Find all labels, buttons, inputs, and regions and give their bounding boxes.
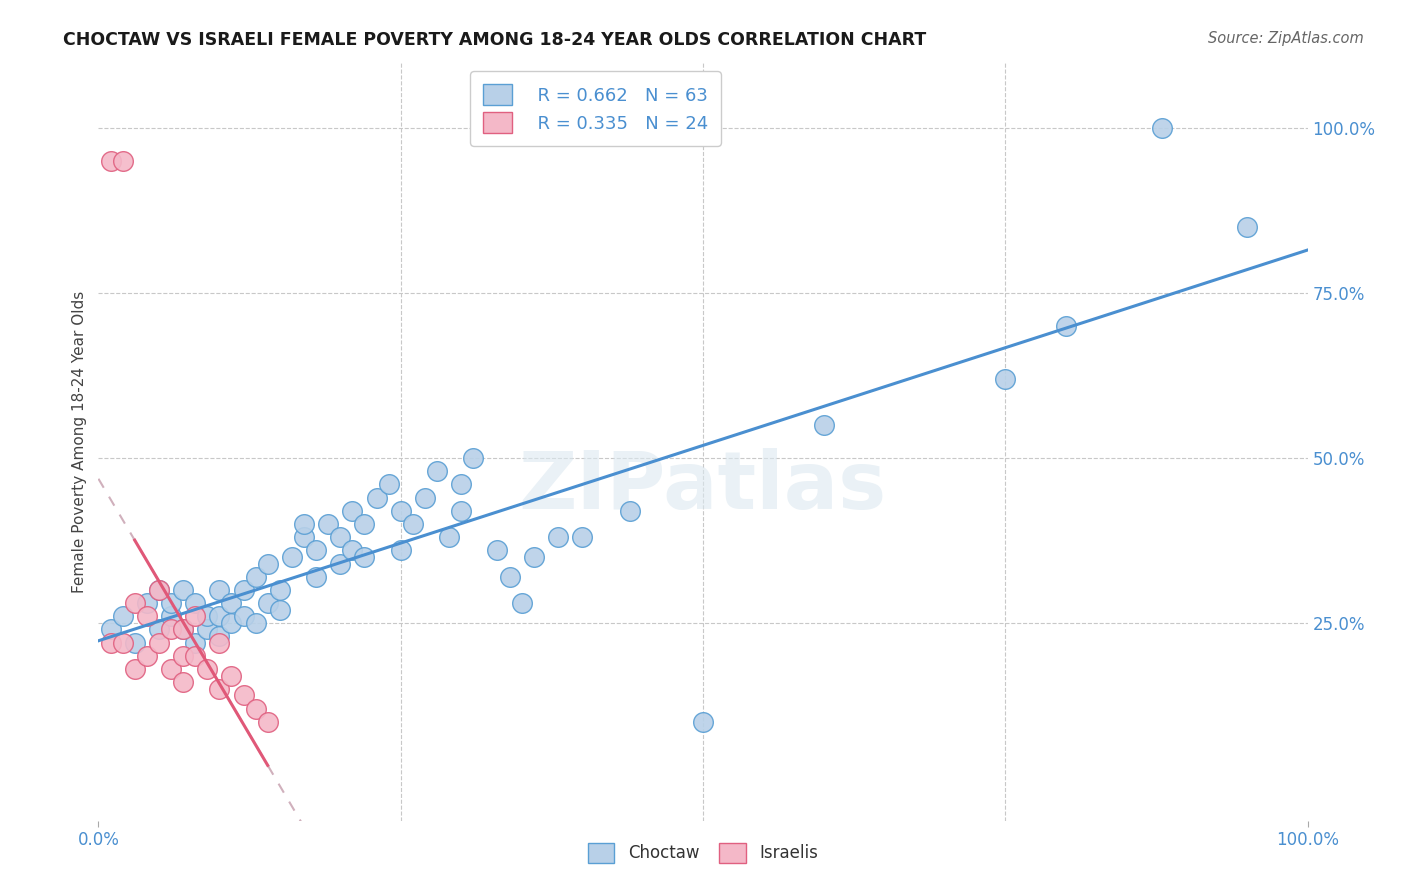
Point xyxy=(172,648,194,663)
Point xyxy=(281,549,304,564)
Point xyxy=(135,596,157,610)
Point xyxy=(184,609,207,624)
Point xyxy=(269,602,291,616)
Point xyxy=(256,714,278,729)
Point xyxy=(994,372,1017,386)
Point xyxy=(1236,220,1258,235)
Point xyxy=(100,154,122,169)
Point xyxy=(245,570,267,584)
Point xyxy=(571,530,593,544)
Point xyxy=(135,609,157,624)
Point xyxy=(342,504,364,518)
Point xyxy=(547,530,569,544)
Point xyxy=(232,609,254,624)
Point xyxy=(208,635,231,649)
Point xyxy=(353,516,375,531)
Point xyxy=(813,418,835,433)
Point xyxy=(450,477,472,491)
Point xyxy=(510,596,533,610)
Point xyxy=(111,609,134,624)
Point xyxy=(389,504,412,518)
Point xyxy=(437,530,460,544)
Point xyxy=(111,154,134,169)
Point xyxy=(135,648,157,663)
Point xyxy=(208,582,231,597)
Point xyxy=(377,477,399,491)
Point xyxy=(232,689,254,703)
Point xyxy=(184,635,207,649)
Point xyxy=(389,543,412,558)
Point xyxy=(148,582,170,597)
Point xyxy=(208,629,231,643)
Point xyxy=(184,648,207,663)
Point xyxy=(160,596,183,610)
Point xyxy=(232,582,254,597)
Point xyxy=(463,450,485,465)
Point xyxy=(305,543,328,558)
Point xyxy=(160,623,183,637)
Point xyxy=(292,530,315,544)
Point xyxy=(148,623,170,637)
Legend: Choctaw, Israelis: Choctaw, Israelis xyxy=(581,837,825,869)
Point xyxy=(498,570,520,584)
Point xyxy=(148,582,170,597)
Point xyxy=(1152,121,1174,136)
Point xyxy=(184,596,207,610)
Point xyxy=(329,530,352,544)
Point xyxy=(148,635,170,649)
Point xyxy=(402,516,425,531)
Point xyxy=(366,491,388,505)
Point xyxy=(221,615,243,630)
Point xyxy=(124,635,146,649)
Point xyxy=(256,557,278,571)
Point xyxy=(195,662,218,676)
Point xyxy=(208,681,231,696)
Point xyxy=(256,596,278,610)
Point xyxy=(269,582,291,597)
Point xyxy=(426,464,449,478)
Point xyxy=(523,549,546,564)
Point xyxy=(172,675,194,690)
Point xyxy=(208,609,231,624)
Point xyxy=(619,504,641,518)
Point xyxy=(292,516,315,531)
Point xyxy=(124,596,146,610)
Point xyxy=(124,662,146,676)
Point xyxy=(692,714,714,729)
Text: ZIPatlas: ZIPatlas xyxy=(519,448,887,526)
Point xyxy=(329,557,352,571)
Point xyxy=(172,623,194,637)
Point xyxy=(160,609,183,624)
Text: Source: ZipAtlas.com: Source: ZipAtlas.com xyxy=(1208,31,1364,46)
Point xyxy=(353,549,375,564)
Point xyxy=(160,662,183,676)
Point xyxy=(111,635,134,649)
Text: CHOCTAW VS ISRAELI FEMALE POVERTY AMONG 18-24 YEAR OLDS CORRELATION CHART: CHOCTAW VS ISRAELI FEMALE POVERTY AMONG … xyxy=(63,31,927,49)
Point xyxy=(245,615,267,630)
Point xyxy=(316,516,339,531)
Point xyxy=(305,570,328,584)
Point xyxy=(342,543,364,558)
Point xyxy=(172,582,194,597)
Point xyxy=(413,491,436,505)
Point xyxy=(486,543,509,558)
Point xyxy=(245,701,267,715)
Point xyxy=(221,668,243,682)
Point xyxy=(100,635,122,649)
Point xyxy=(195,623,218,637)
Point xyxy=(1054,319,1077,334)
Point xyxy=(195,609,218,624)
Point xyxy=(100,623,122,637)
Point xyxy=(172,623,194,637)
Point xyxy=(221,596,243,610)
Y-axis label: Female Poverty Among 18-24 Year Olds: Female Poverty Among 18-24 Year Olds xyxy=(72,291,87,592)
Point xyxy=(450,504,472,518)
